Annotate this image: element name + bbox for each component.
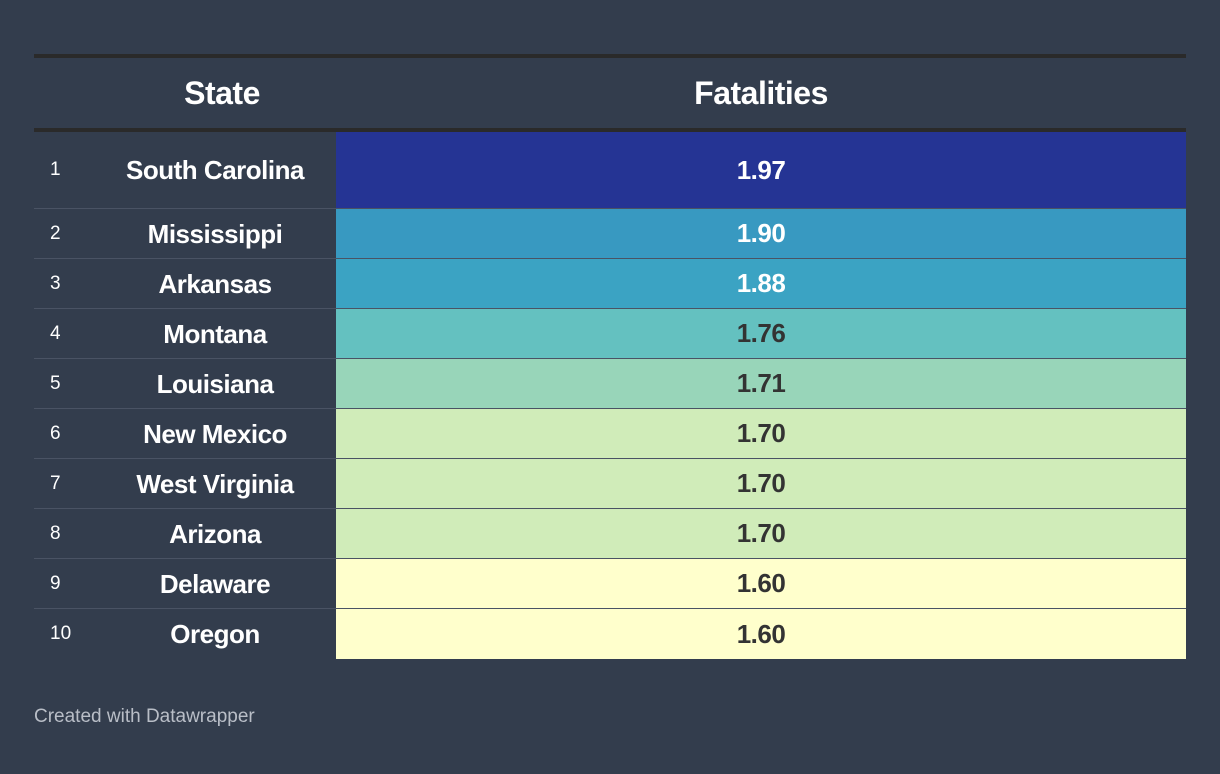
state-cell: Mississippi	[147, 218, 283, 249]
data-table: State Fatalities 1 South Carolina 1.97 2 …	[34, 54, 1186, 659]
table-row: 9 Delaware 1.60	[34, 559, 1186, 609]
rank-cell: 3	[50, 272, 61, 294]
state-cell: South Carolina	[126, 155, 304, 185]
table-row: 2 Mississippi 1.90	[34, 209, 1186, 259]
table-row: 7 West Virginia 1.70	[34, 459, 1186, 509]
column-header-fatalities[interactable]: Fatalities	[694, 74, 828, 111]
table-row: 1 South Carolina 1.97	[34, 132, 1186, 209]
table-header: State Fatalities	[34, 58, 1186, 132]
fatalities-cell: 1.97	[336, 132, 1186, 208]
state-cell: Arkansas	[158, 268, 272, 299]
table-body: 1 South Carolina 1.97 2 Mississippi 1.90 3…	[34, 132, 1186, 659]
rank-cell: 6	[50, 422, 61, 444]
table-row: 4 Montana 1.76	[34, 309, 1186, 359]
table-row: 6 New Mexico 1.70	[34, 409, 1186, 459]
rank-cell: 4	[50, 322, 61, 344]
fatalities-cell: 1.88	[336, 259, 1186, 308]
state-cell: New Mexico	[143, 418, 287, 449]
rank-cell: 1	[50, 159, 61, 180]
rank-cell: 5	[50, 372, 61, 394]
rank-cell: 8	[50, 522, 61, 544]
rank-cell: 10	[50, 623, 72, 644]
state-cell: Oregon	[170, 619, 260, 649]
column-header-state[interactable]: State	[184, 74, 260, 111]
table-row: 8 Arizona 1.70	[34, 509, 1186, 559]
state-cell: West Virginia	[136, 468, 294, 499]
state-cell: Louisiana	[156, 368, 274, 399]
fatalities-cell: 1.70	[336, 509, 1186, 558]
fatalities-cell: 1.71	[336, 359, 1186, 408]
state-cell: Montana	[163, 318, 267, 349]
table-row: 3 Arkansas 1.88	[34, 259, 1186, 309]
state-cell: Arizona	[169, 518, 261, 549]
table-row: 5 Louisiana 1.71	[34, 359, 1186, 409]
fatalities-cell: 1.60	[336, 559, 1186, 608]
fatalities-cell: 1.90	[336, 209, 1186, 258]
rank-cell: 7	[50, 472, 61, 494]
state-cell: Delaware	[159, 568, 271, 599]
rank-cell: 2	[50, 222, 61, 244]
fatalities-cell: 1.70	[336, 459, 1186, 508]
fatalities-cell: 1.60	[336, 609, 1186, 659]
table-row: 10 Oregon 1.60	[34, 609, 1186, 659]
credit-footer[interactable]: Created with Datawrapper	[34, 706, 255, 727]
rank-cell: 9	[50, 572, 61, 594]
fatalities-cell: 1.76	[336, 309, 1186, 358]
fatalities-cell: 1.70	[336, 409, 1186, 458]
